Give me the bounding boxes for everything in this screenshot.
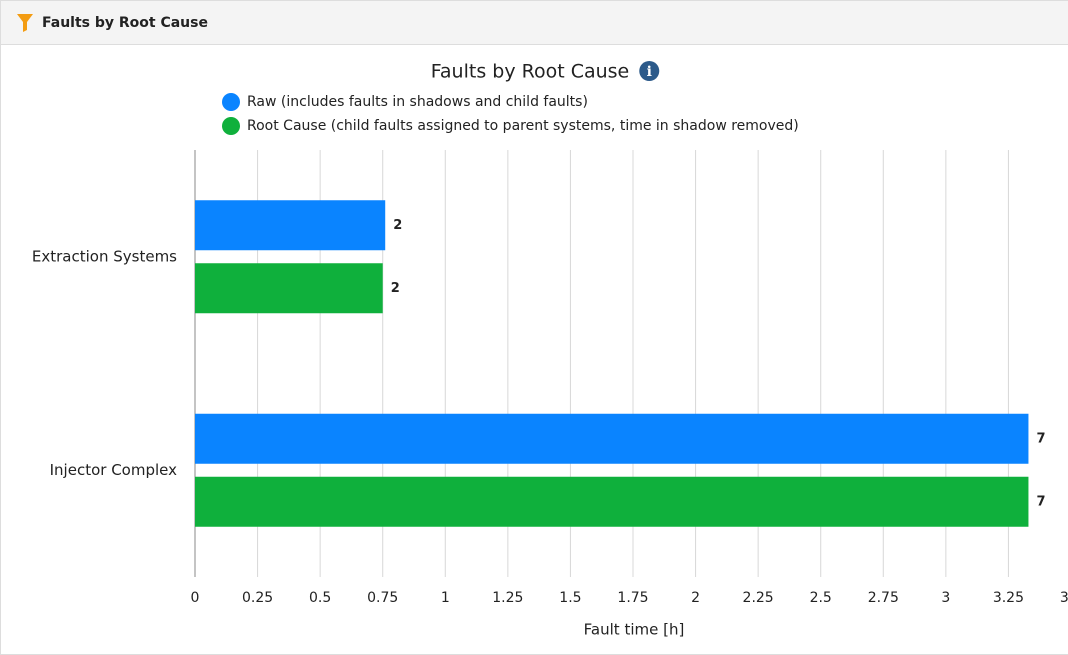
x-tick-label: 0.25 <box>242 590 273 606</box>
x-tick-label: 2.75 <box>868 590 899 606</box>
x-tick-label: 2 <box>691 590 700 606</box>
bar-count-label: 2 <box>391 281 400 296</box>
info-glyph: i <box>647 64 652 80</box>
x-tick-label: 3.5 <box>1060 590 1068 606</box>
chart-title: Faults by Root Cause <box>431 61 630 83</box>
x-tick-label: 1 <box>441 590 450 606</box>
x-tick-label: 1.25 <box>492 590 523 606</box>
bar-count-label: 7 <box>1036 431 1045 446</box>
bar <box>195 200 386 251</box>
bar-count-label: 7 <box>1036 494 1045 509</box>
x-tick-label: 3 <box>941 590 950 606</box>
panel-header <box>0 0 1068 45</box>
x-tick-label: 2.25 <box>743 590 774 606</box>
x-tick-label: 0.5 <box>309 590 331 606</box>
bar-count-label: 2 <box>393 218 402 233</box>
y-tick-label: Injector Complex <box>50 461 177 479</box>
legend-label: Root Cause (child faults assigned to par… <box>247 118 799 134</box>
x-tick-label: 0 <box>191 590 200 606</box>
x-tick-label: 2.5 <box>810 590 832 606</box>
info-circle <box>639 61 660 81</box>
x-tick-label: 0.75 <box>367 590 398 606</box>
legend-marker <box>222 93 240 111</box>
x-axis-title: Fault time [h] <box>584 621 685 639</box>
bar <box>195 476 1029 527</box>
panel-title: Faults by Root Cause <box>42 15 208 31</box>
x-tick-label: 1.75 <box>617 590 648 606</box>
x-tick-label: 3.25 <box>993 590 1024 606</box>
filter-icon[interactable] <box>17 14 33 32</box>
legend-label: Raw (includes faults in shadows and chil… <box>247 94 588 110</box>
bar <box>195 263 383 314</box>
y-tick-label: Extraction Systems <box>32 247 177 265</box>
info-icon[interactable]: i <box>639 61 660 81</box>
legend-marker <box>222 117 240 135</box>
bar <box>195 413 1029 464</box>
x-tick-label: 1.5 <box>559 590 581 606</box>
